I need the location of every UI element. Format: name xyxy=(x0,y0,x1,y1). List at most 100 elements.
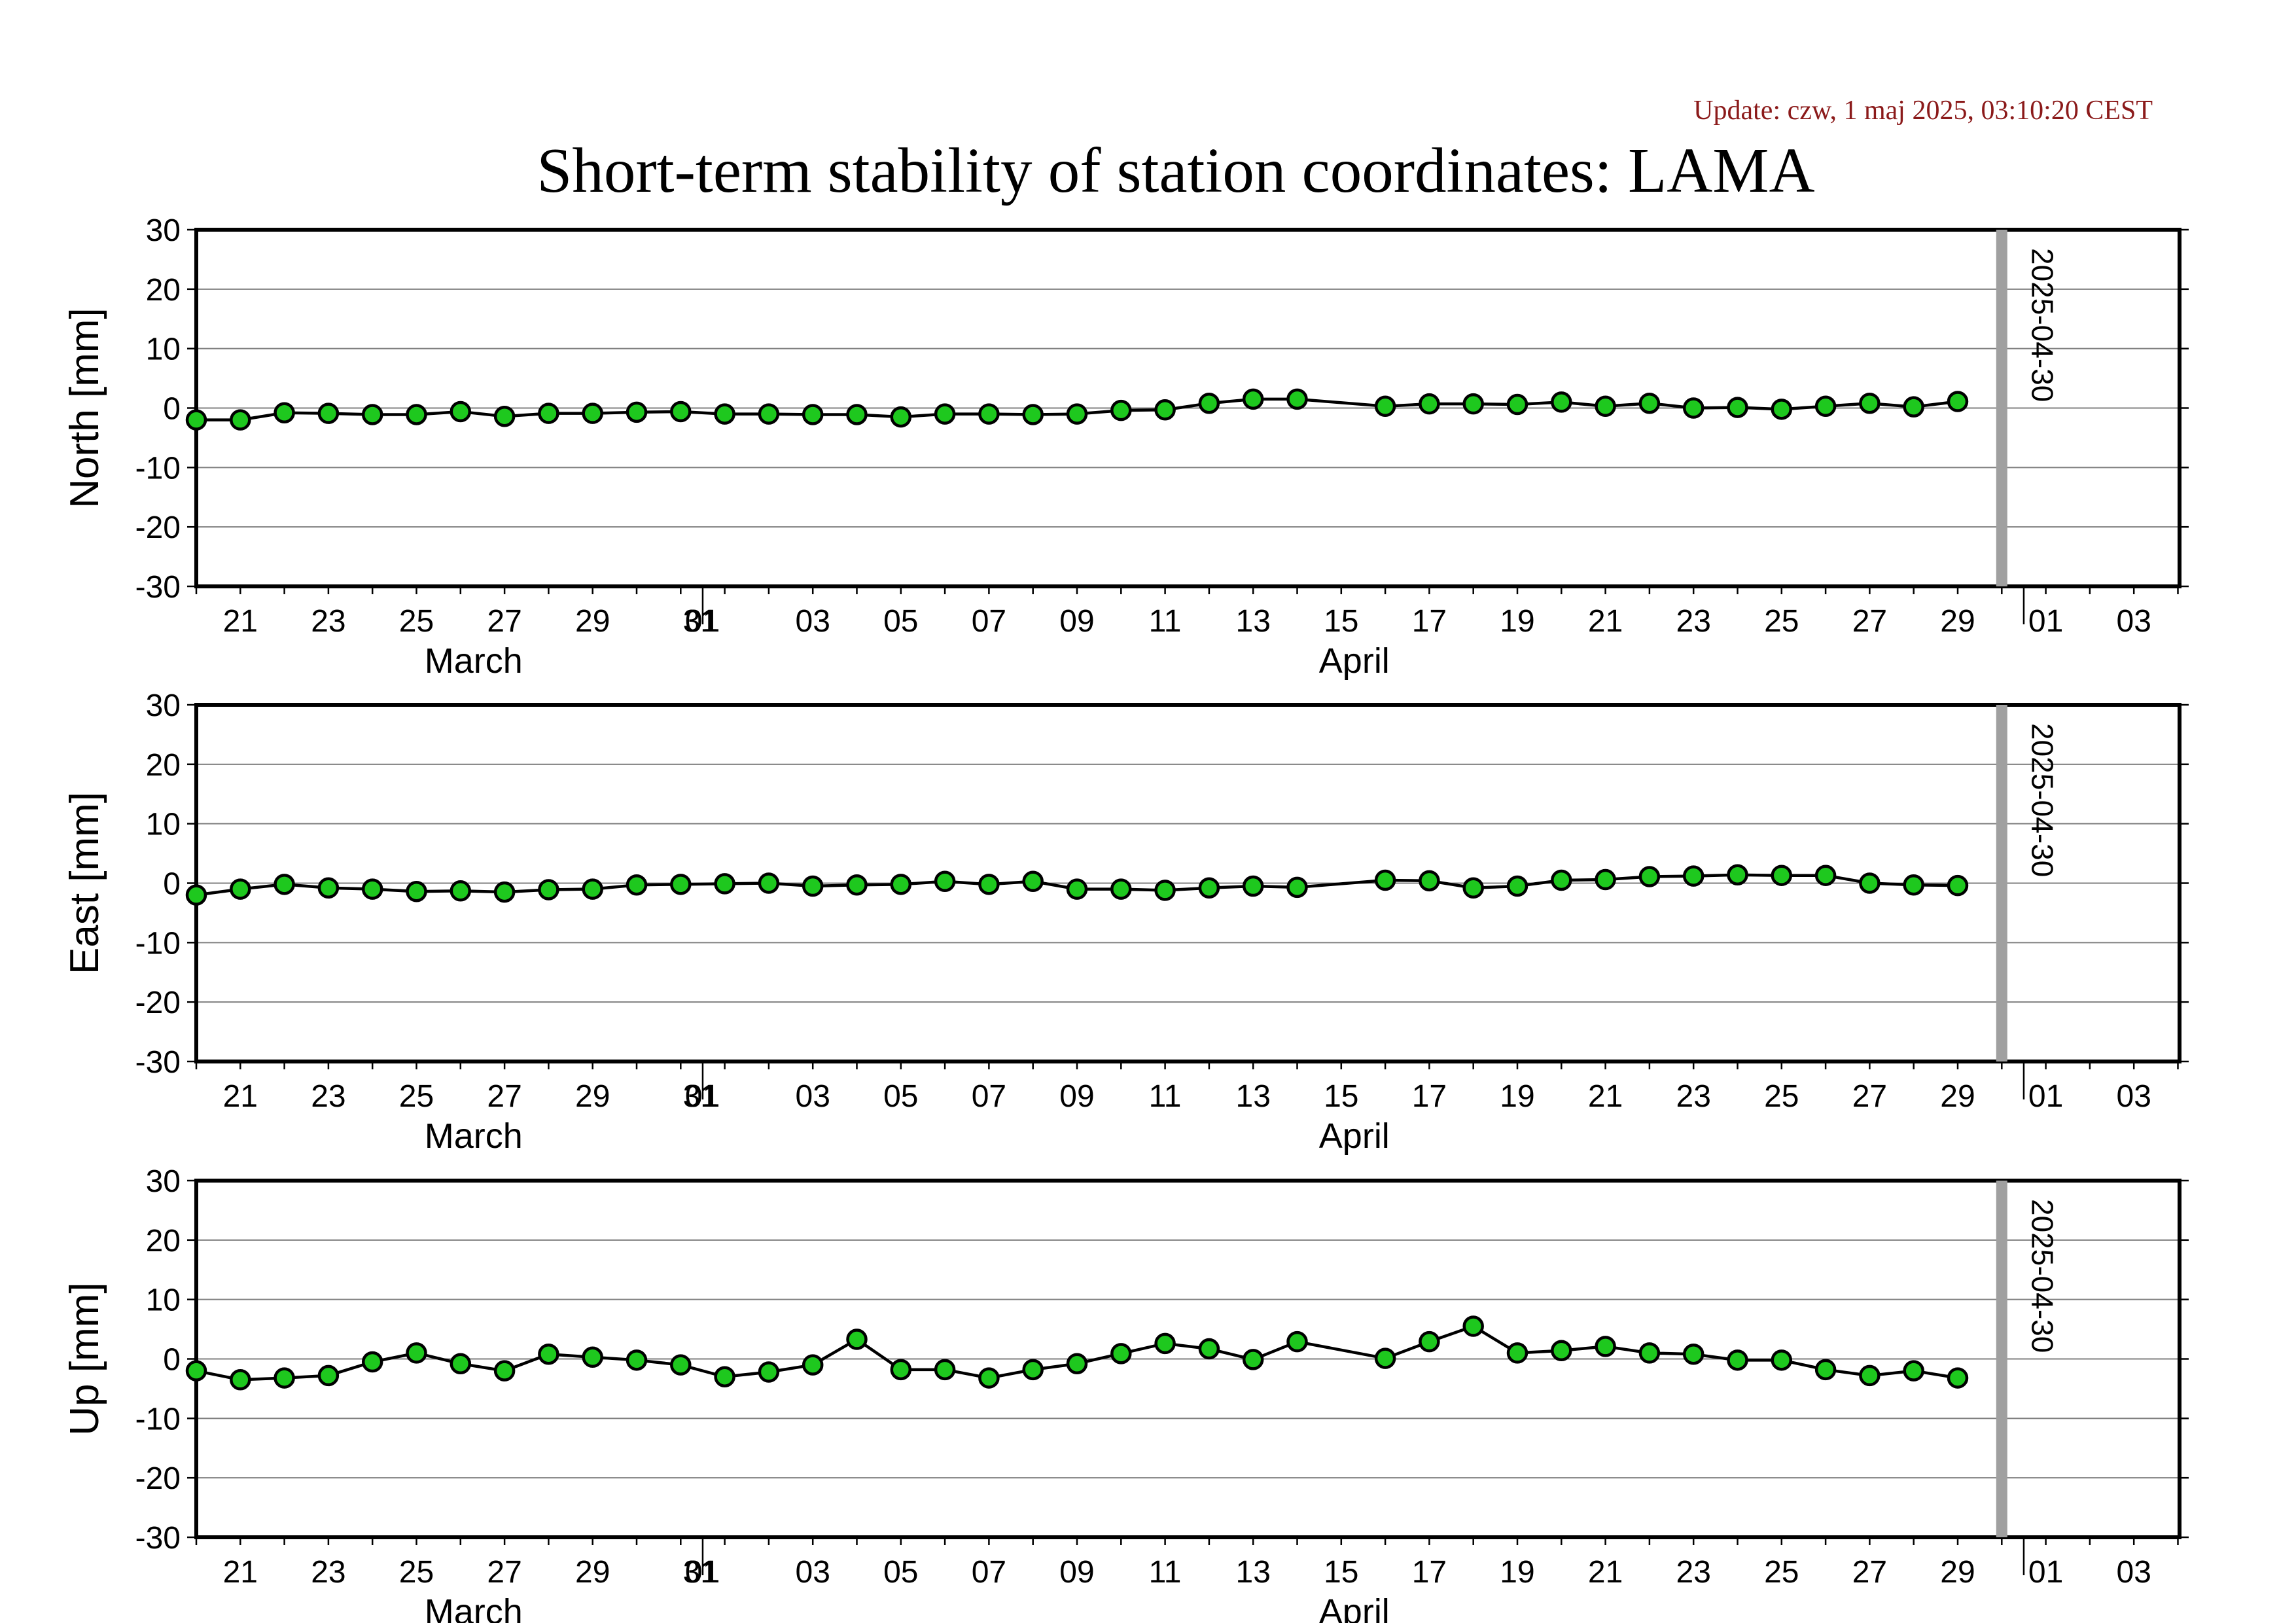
x-tick-label: 05 xyxy=(883,604,918,639)
y-tick-label: 0 xyxy=(163,867,181,902)
x-tick-label: 21 xyxy=(223,604,258,639)
data-point xyxy=(626,401,648,423)
y-tick-label: 10 xyxy=(146,332,181,367)
x-tick-label: 09 xyxy=(1059,604,1094,639)
panel-3: -30 -20 -10 0 10 20 30 Up [mm] 21 23 25 27 29 31 01 03 0… xyxy=(62,1164,2189,1623)
x-tick-label: 23 xyxy=(1676,604,1711,639)
data-point xyxy=(1727,397,1748,418)
data-point xyxy=(1859,872,1881,894)
y-tick-label: 20 xyxy=(146,1224,181,1258)
data-point xyxy=(1947,391,1969,412)
data-point xyxy=(230,878,251,900)
data-point xyxy=(1286,876,1308,899)
data-point xyxy=(1110,1343,1132,1364)
data-point xyxy=(978,874,1000,895)
data-point xyxy=(758,403,780,425)
x-tick-label: 01 xyxy=(2028,1555,2063,1590)
data-point xyxy=(1551,391,1572,413)
x-tick-label: 23 xyxy=(311,1079,345,1114)
data-point xyxy=(538,402,559,424)
date-marker-label: 2025-04-30 xyxy=(2025,1199,2059,1353)
data-point xyxy=(802,875,824,897)
data-point xyxy=(582,402,603,424)
series-line xyxy=(196,873,1958,897)
data-point xyxy=(1198,877,1220,899)
x-tick-label: 03 xyxy=(796,1555,830,1590)
x-tick-label: 27 xyxy=(1852,1079,1887,1114)
x-tick-label: 27 xyxy=(487,604,521,639)
x-tick-label: 09 xyxy=(1059,1079,1094,1114)
data-point xyxy=(1727,1349,1748,1371)
y-tick-label: 10 xyxy=(146,808,181,842)
data-point xyxy=(361,878,383,900)
data-point xyxy=(846,874,868,896)
y-tick-label: -20 xyxy=(135,986,181,1020)
x-tick-label: 31 xyxy=(683,604,718,639)
x-month-label: March xyxy=(425,641,523,681)
data-point xyxy=(1022,404,1044,425)
x-tick-label: 03 xyxy=(796,604,830,639)
x-tick-label: 17 xyxy=(1412,1079,1447,1114)
data-point xyxy=(406,404,427,425)
chart-title: Short-term stability of station coordina… xyxy=(537,135,1814,205)
data-point xyxy=(1595,395,1616,418)
data-point xyxy=(846,404,868,425)
y-axis-label: North [mm] xyxy=(62,308,107,508)
data-point xyxy=(450,401,472,423)
data-point xyxy=(890,406,912,428)
data-point xyxy=(1419,870,1440,892)
data-point xyxy=(1506,393,1528,416)
data-point xyxy=(406,1342,427,1364)
data-point xyxy=(450,880,472,902)
x-tick-label: 03 xyxy=(2117,1555,2151,1590)
data-point xyxy=(1110,878,1132,900)
y-tick-label: 10 xyxy=(146,1283,181,1318)
data-point xyxy=(493,881,516,903)
x-tick-label: 09 xyxy=(1059,1555,1094,1590)
date-marker-label: 2025-04-30 xyxy=(2025,248,2059,402)
x-month-label: March xyxy=(425,1116,523,1156)
data-point xyxy=(1859,1364,1881,1387)
data-point xyxy=(1595,1336,1616,1357)
data-point xyxy=(185,409,207,431)
x-tick-label: 01 xyxy=(2028,604,2063,639)
y-tick-label: -10 xyxy=(135,451,181,486)
data-point xyxy=(1154,399,1176,421)
y-tick-label: 30 xyxy=(146,688,181,723)
plot-frame xyxy=(194,1179,2181,1539)
x-tick-label: 25 xyxy=(1764,1079,1799,1114)
x-tick-label: 03 xyxy=(796,1079,830,1114)
x-tick-label: 13 xyxy=(1236,1079,1271,1114)
x-tick-label: 25 xyxy=(1764,1555,1799,1590)
data-point xyxy=(582,878,603,900)
x-tick-label: 21 xyxy=(223,1079,258,1114)
data-point xyxy=(1198,392,1220,414)
x-tick-label: 25 xyxy=(399,1555,434,1590)
data-point xyxy=(1638,1342,1661,1364)
y-tick-label: -30 xyxy=(135,1521,181,1556)
x-tick-label: 27 xyxy=(487,1079,521,1114)
data-point xyxy=(538,879,559,901)
x-tick-label: 29 xyxy=(575,1079,610,1114)
data-point xyxy=(890,1359,912,1381)
data-point xyxy=(361,404,383,425)
x-tick-label: 11 xyxy=(1149,1079,1182,1114)
data-point xyxy=(670,401,692,423)
data-point xyxy=(1551,1340,1572,1362)
data-point xyxy=(317,877,340,899)
y-tick-label: 20 xyxy=(146,748,181,783)
data-point xyxy=(1903,1360,1924,1382)
x-month-label: April xyxy=(1319,1592,1390,1623)
x-tick-label: 27 xyxy=(487,1555,521,1590)
x-tick-label: 19 xyxy=(1500,1555,1534,1590)
data-point xyxy=(230,409,251,431)
x-tick-label: 23 xyxy=(311,1555,345,1590)
y-tick-label: -10 xyxy=(135,1402,181,1436)
data-point xyxy=(1374,1347,1396,1369)
data-point xyxy=(1682,1343,1704,1365)
x-tick-label: 07 xyxy=(972,1079,1006,1114)
x-tick-label: 17 xyxy=(1412,604,1447,639)
x-tick-label: 31 xyxy=(683,1555,718,1590)
y-tick-label: -10 xyxy=(135,926,181,961)
